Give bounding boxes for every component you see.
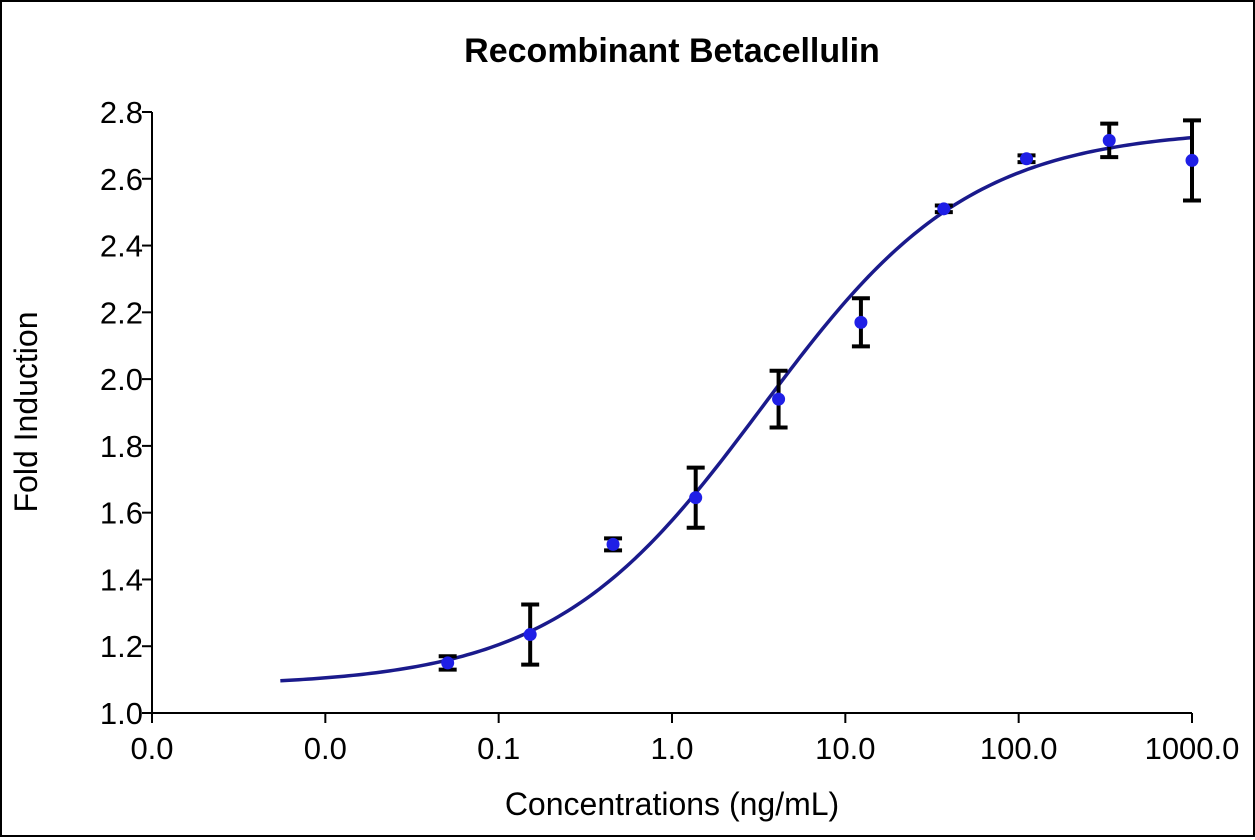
x-tick-label: 100.0 [980, 731, 1058, 766]
y-tick-label: 2.8 [100, 95, 143, 130]
tick-labels: 1.0 1.2 1.4 1.6 1.8 2.0 2.2 2.4 2.6 2.8 0.0 0.0 0.1 1… [100, 95, 1240, 766]
x-tick-label: 1000.0 [1145, 731, 1240, 766]
data-point-layer [441, 133, 1199, 670]
data-point [689, 491, 703, 505]
y-tick-label: 2.6 [100, 162, 143, 197]
data-point [523, 628, 537, 642]
y-tick-label: 2.2 [100, 295, 143, 330]
data-point [606, 537, 620, 551]
x-tick-label: 0.0 [304, 731, 347, 766]
y-tick-label: 2.4 [100, 229, 143, 264]
y-axis-label: Fold Induction [8, 311, 44, 512]
y-tick-label: 1.0 [100, 696, 143, 731]
axes [142, 111, 1193, 723]
data-point [1020, 152, 1034, 166]
data-point [854, 315, 868, 329]
y-tick-label: 1.8 [100, 429, 143, 464]
error-bar-layer [438, 118, 1201, 672]
fit-curve [280, 135, 1193, 683]
x-tick-label: 10.0 [815, 731, 875, 766]
y-tick-label: 1.6 [100, 496, 143, 531]
data-point [772, 392, 786, 406]
y-tick-label: 1.4 [100, 562, 143, 597]
data-point [937, 202, 951, 216]
chart-title: Recombinant Betacellulin [464, 32, 880, 70]
x-tick-label: 0.1 [477, 731, 520, 766]
data-point [441, 656, 455, 670]
data-point [1185, 153, 1199, 167]
x-tick-label: 0.0 [130, 731, 173, 766]
y-tick-label: 1.2 [100, 629, 143, 664]
data-point [1102, 133, 1116, 147]
x-axis-label: Concentrations (ng/mL) [505, 786, 839, 822]
fit-curve-layer [280, 135, 1193, 683]
y-tick-label: 2.0 [100, 362, 143, 397]
x-tick-label: 1.0 [650, 731, 693, 766]
